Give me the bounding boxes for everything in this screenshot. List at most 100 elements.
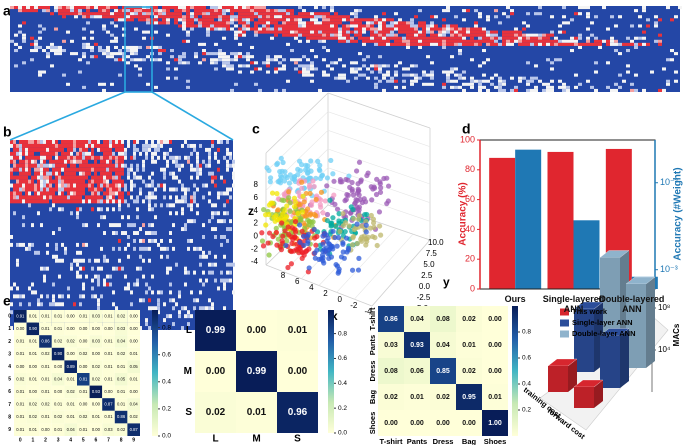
legend-swatch — [560, 330, 569, 338]
y-tick-label: 0 — [470, 283, 475, 293]
heatmap-cell — [145, 183, 148, 188]
scatter-point — [269, 190, 276, 196]
heatmap-cell — [306, 33, 310, 37]
heatmap-cell — [262, 9, 266, 13]
heatmap-cell — [458, 33, 462, 37]
heatmap-cell — [103, 231, 106, 235]
heatmap-cell — [406, 67, 410, 71]
heatmap-cell — [25, 171, 28, 176]
heatmap-cell — [46, 147, 49, 152]
heatmap-cell — [127, 175, 130, 180]
heatmap-cell — [166, 33, 170, 37]
cell-label: 0.00 — [462, 420, 476, 427]
heatmap-cell — [638, 42, 642, 46]
heatmap-cell — [486, 18, 490, 22]
heatmap-cell — [474, 24, 478, 28]
heatmap-cell — [226, 27, 230, 31]
heatmap-cell — [282, 18, 286, 22]
heatmap-cell — [61, 175, 64, 180]
heatmap-cell — [52, 191, 55, 196]
cell-label: 0.01 — [247, 407, 267, 418]
heatmap-cell — [148, 195, 151, 200]
heatmap-cell — [214, 67, 218, 71]
matrix-cell — [64, 360, 77, 373]
heatmap-cell — [114, 12, 118, 16]
heatmap-cell — [193, 191, 196, 196]
heatmap-cell — [294, 61, 298, 65]
heatmap-cell — [442, 9, 446, 13]
x-tick-label: Double-layered ANN — [599, 294, 665, 314]
heatmap-cell — [246, 55, 250, 59]
cell-label: 0.01 — [67, 376, 76, 381]
x-tick-label: Bag — [462, 437, 477, 445]
heatmap-cell — [254, 9, 258, 13]
heatmap-cell — [462, 9, 466, 13]
heatmap-cell — [426, 27, 430, 31]
heatmap-cell — [114, 6, 118, 10]
heatmap-cell — [122, 15, 126, 19]
heatmap-cell — [226, 238, 229, 243]
heatmap-cell — [614, 88, 618, 92]
cell-label: 0.00 — [41, 427, 50, 432]
x-tick-label: Dress — [433, 437, 454, 445]
heatmap-cell — [338, 73, 342, 77]
heatmap-cell — [238, 6, 242, 10]
heatmap-cell — [193, 147, 196, 152]
heatmap-cell — [566, 39, 570, 43]
heatmap-cell — [112, 191, 115, 196]
heatmap-cell — [310, 67, 314, 71]
cell-label: 0.03 — [104, 427, 113, 432]
heatmap-cell — [262, 61, 266, 65]
heatmap-cell — [86, 12, 90, 16]
heatmap-cell — [162, 6, 166, 10]
heatmap-cell — [109, 274, 112, 279]
heatmap-cell — [31, 290, 34, 295]
heatmap-cell — [157, 298, 160, 303]
heatmap-cell — [58, 179, 61, 184]
heatmap-cell — [26, 9, 30, 13]
heatmap-cell — [402, 27, 406, 31]
heatmap-cell — [86, 9, 90, 13]
heatmap-cell — [134, 15, 138, 19]
heatmap-cell — [274, 21, 278, 25]
heatmap-cell — [362, 58, 366, 62]
heatmap-cell — [97, 274, 100, 279]
heatmap-cell — [58, 191, 61, 196]
scatter-point — [334, 206, 341, 212]
heatmap-cell — [462, 33, 466, 37]
heatmap-cell — [238, 15, 242, 19]
heatmap-cell — [346, 27, 350, 31]
heatmap-cell — [187, 322, 190, 327]
heatmap-cell — [46, 155, 49, 160]
heatmap-cell — [478, 33, 482, 37]
heatmap-cell — [52, 147, 55, 152]
heatmap-cell — [510, 42, 514, 46]
heatmap-cell — [43, 183, 46, 188]
heatmap-cell — [282, 30, 286, 34]
heatmap-cell — [82, 42, 86, 46]
heatmap-cell — [100, 179, 103, 184]
heatmap-cell — [79, 151, 82, 156]
heatmap-cell — [574, 73, 578, 77]
heatmap-cell — [322, 58, 326, 62]
heatmap-cell — [193, 195, 196, 200]
heatmap-cell — [498, 21, 502, 25]
heatmap-cell — [226, 167, 229, 172]
heatmap-cell — [430, 82, 434, 86]
heatmap-cell — [121, 215, 124, 220]
heatmap-cell — [142, 163, 145, 168]
heatmap-cell — [115, 159, 118, 164]
heatmap-cell — [118, 266, 121, 271]
z-axis-label: MACs — [672, 323, 681, 346]
heatmap-cell — [97, 207, 100, 212]
heatmap-cell — [142, 12, 146, 16]
heatmap-cell — [79, 159, 82, 164]
heatmap-cell — [208, 298, 211, 303]
legend-label: This work — [572, 307, 608, 316]
heatmap-cell — [238, 21, 242, 25]
heatmap-cell — [326, 64, 330, 68]
heatmap-cell — [198, 42, 202, 46]
heatmap-cell — [163, 183, 166, 188]
heatmap-cell — [234, 18, 238, 22]
heatmap-cell — [106, 282, 109, 287]
